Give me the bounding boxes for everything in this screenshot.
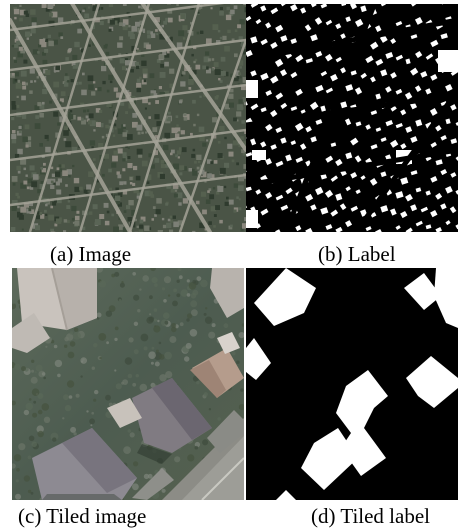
panel-c-tiled-image (12, 268, 244, 500)
panel-d-tiled-label (246, 268, 458, 500)
caption-c: (c) Tiled image (18, 506, 146, 527)
panel-b-label-mask (246, 0, 458, 232)
panel-a-aerial-image (10, 0, 246, 232)
caption-b: (b) Label (318, 244, 396, 265)
top-cropped-strip (0, 0, 469, 4)
caption-d: (d) Tiled label (311, 506, 430, 527)
caption-a: (a) Image (50, 244, 131, 265)
